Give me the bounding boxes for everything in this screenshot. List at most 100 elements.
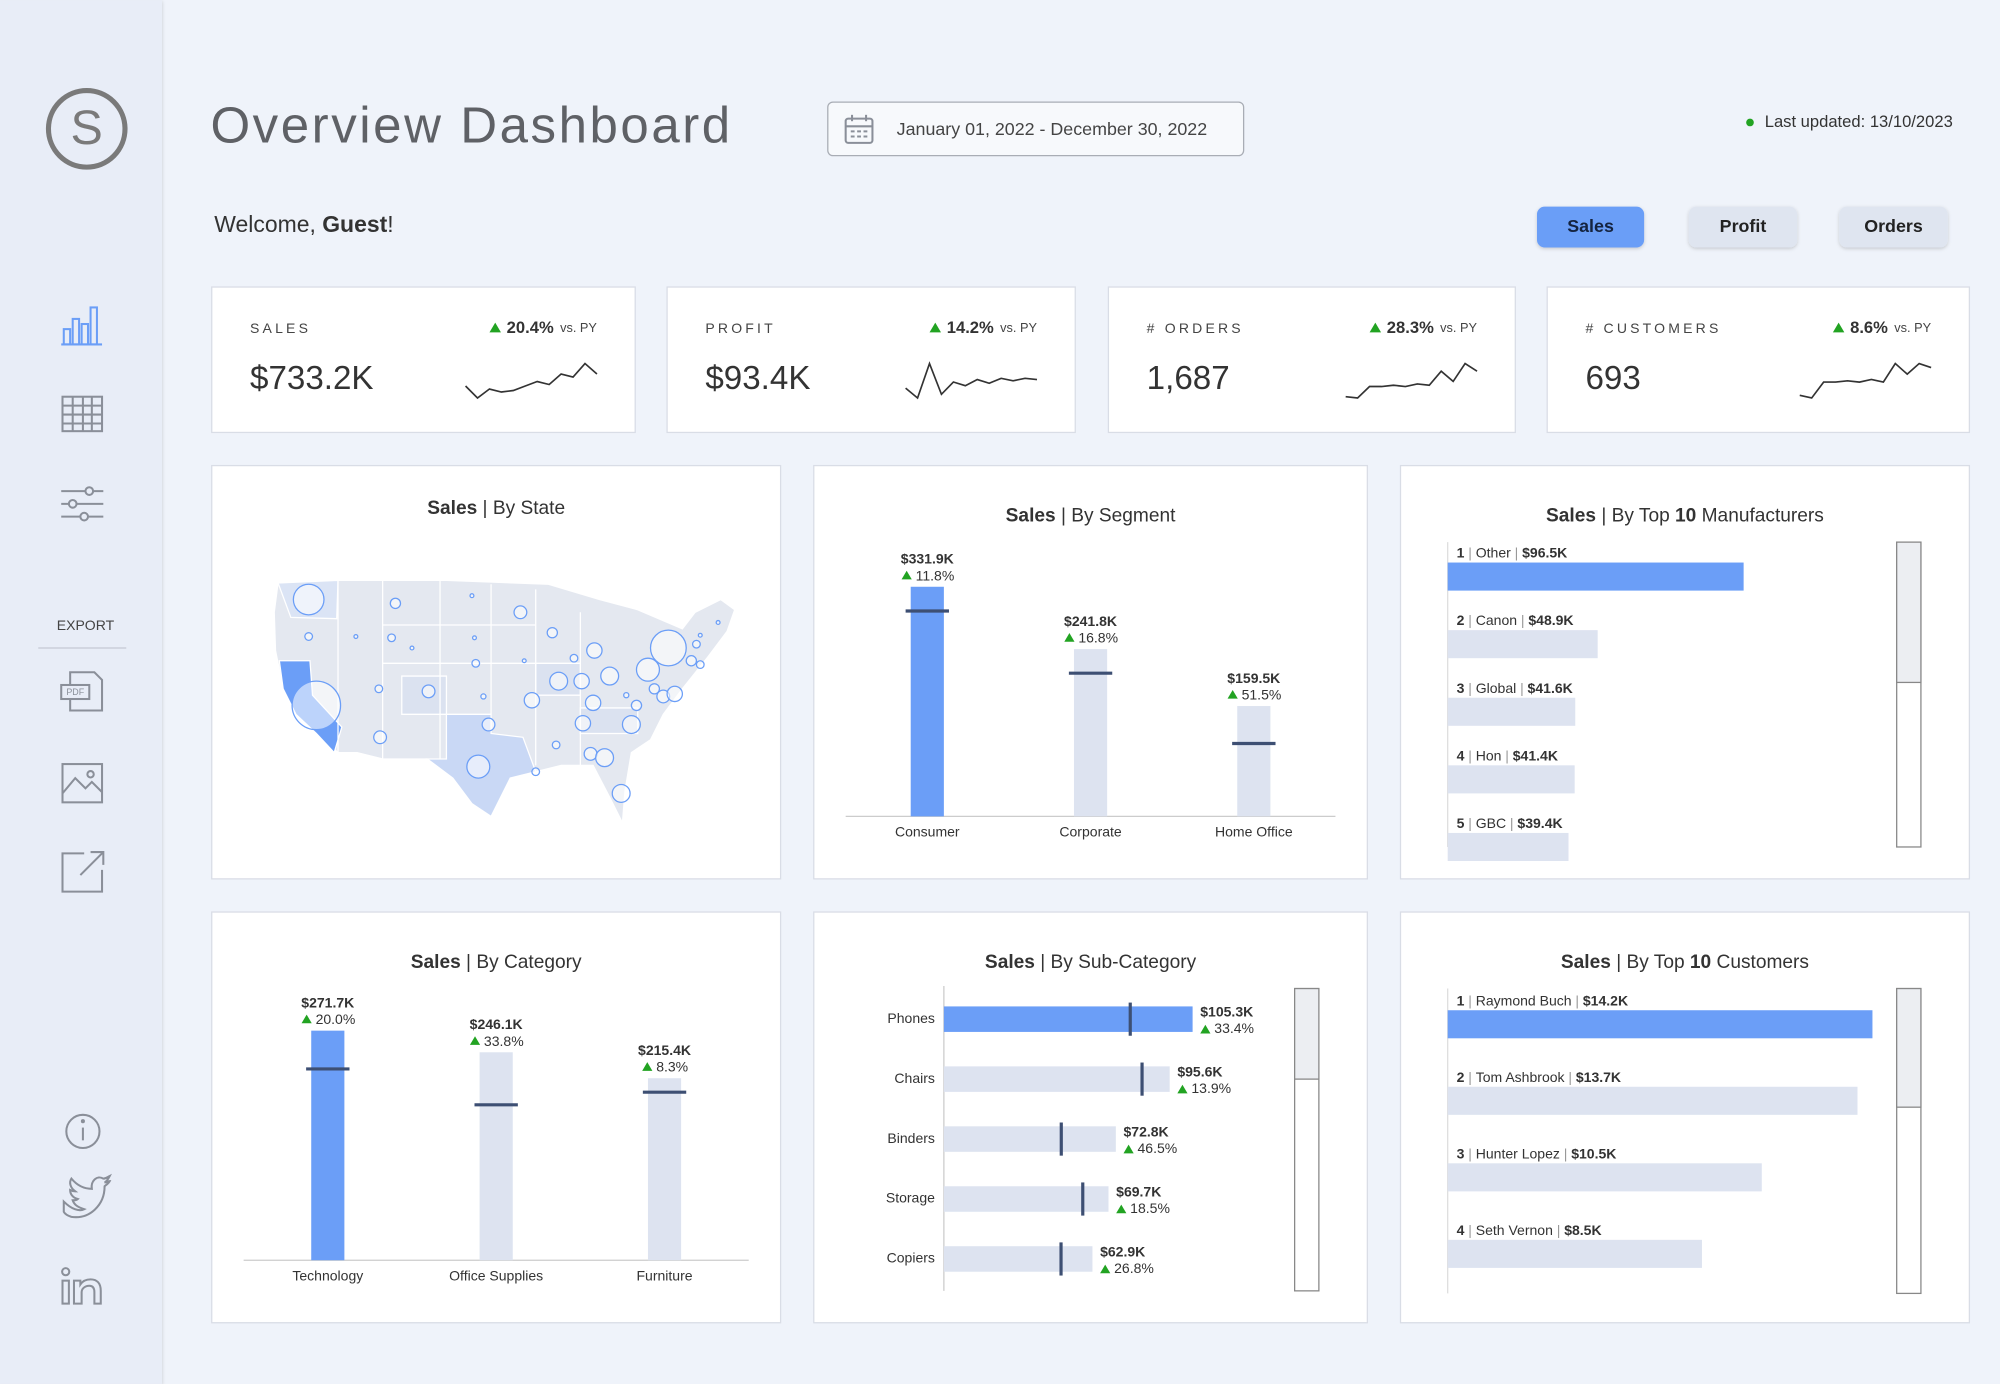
kpi-value: $733.2K (250, 360, 374, 397)
measure-button-label[interactable]: Sales (1567, 216, 1614, 236)
scrollbar-thumb[interactable] (1294, 987, 1320, 1080)
kpi-change-value: 8.6% (1850, 318, 1888, 337)
separator: | (1520, 680, 1524, 696)
rank: 1 (1457, 992, 1465, 1008)
measure-button[interactable] (1688, 206, 1798, 248)
chart-title: Sales | By Top 10 Manufacturers (1546, 506, 1824, 527)
chart-title-part: Manufacturers (1696, 506, 1824, 527)
kpi-value: 1,687 (1147, 360, 1230, 397)
separator: | (1468, 1069, 1472, 1085)
rank-label: 3 | Hunter Lopez | $10.5K (1457, 1145, 1617, 1161)
separator: | (1575, 992, 1579, 1008)
linkedin-icon[interactable] (61, 1267, 102, 1305)
measure-button-label[interactable]: Orders (1864, 216, 1923, 236)
name: Seth Vernon (1476, 1222, 1553, 1238)
up-arrow (1200, 1024, 1211, 1034)
name: Canon (1476, 612, 1517, 628)
chart-title-part: Sales (1561, 952, 1611, 973)
logo[interactable] (45, 88, 128, 170)
value-label: $62.9K (1100, 1243, 1145, 1259)
scrollbar-thumb[interactable] (1896, 987, 1922, 1108)
export-label: EXPORT (57, 617, 115, 633)
change-label: 46.5% (1138, 1140, 1178, 1156)
kpi-value: $93.4K (705, 360, 810, 397)
change-label: 16.8% (1078, 630, 1118, 646)
chart-title-part: Sales (1006, 506, 1056, 527)
nav-table-icon[interactable] (61, 395, 104, 433)
measure-button[interactable] (1839, 206, 1948, 248)
bar (943, 1246, 1093, 1272)
kpi-comparison: vs. PY (1894, 320, 1931, 335)
kpi-comparison: vs. PY (560, 320, 597, 335)
bar (1447, 1010, 1873, 1039)
separator: | (1468, 544, 1472, 560)
pdf-icon-label: PDF (66, 687, 84, 697)
value-label: $159.5K (1227, 670, 1280, 686)
separator: | (1564, 1145, 1568, 1161)
name: GBC (1476, 815, 1506, 831)
kpi-label: PROFIT (705, 320, 776, 336)
separator: | (1468, 680, 1472, 696)
user-name: Guest (322, 211, 387, 237)
up-arrow (1177, 1084, 1188, 1094)
name: Raymond Buch (1476, 992, 1572, 1008)
export-image-icon[interactable] (61, 763, 104, 804)
separator: | (1468, 1145, 1472, 1161)
bar (943, 1066, 1170, 1092)
value-label: $96.5K (1522, 544, 1567, 560)
up-arrow (1832, 322, 1845, 333)
kpi-comparison: vs. PY (1000, 320, 1037, 335)
value-label: $246.1K (470, 1016, 523, 1032)
separator: | (1557, 1222, 1561, 1238)
category-label: Storage (886, 1190, 935, 1206)
export-pdf-icon[interactable] (60, 671, 104, 712)
rank-label: 4 | Seth Vernon | $8.5K (1457, 1222, 1602, 1238)
scrollbar-thumb[interactable] (1896, 541, 1922, 684)
category-label: Corporate (1059, 824, 1122, 840)
last-updated: Last updated: 13/10/2023 (1765, 112, 1953, 131)
value-label: $39.4K (1517, 815, 1562, 831)
bar (311, 1030, 345, 1261)
rank-label: 2 | Canon | $48.9K (1457, 612, 1574, 628)
measure-button[interactable] (1536, 206, 1645, 248)
chart-title-part: 10 (1675, 506, 1696, 527)
bar (1447, 1239, 1702, 1268)
change-label: 8.3% (656, 1059, 688, 1075)
value-label: $271.7K (301, 995, 354, 1011)
twitter-icon[interactable] (62, 1173, 112, 1219)
separator: | (1510, 815, 1514, 831)
kpi-label: # CUSTOMERS (1585, 320, 1721, 336)
kpi-change-value: 14.2% (947, 318, 994, 337)
chart-panel (1399, 464, 1971, 880)
chart-title-part: Customers (1711, 952, 1809, 973)
rank-label: 5 | GBC | $39.4K (1457, 815, 1563, 831)
value-label: $331.9K (901, 551, 954, 567)
rank: 2 (1457, 612, 1465, 628)
up-arrow (929, 322, 942, 333)
nav-dashboard-icon[interactable] (61, 306, 103, 346)
date-range: January 01, 2022 - December 30, 2022 (897, 119, 1208, 139)
up-arrow (1116, 1204, 1127, 1214)
date-picker[interactable] (827, 101, 1245, 157)
up-arrow (301, 1014, 312, 1024)
separator: | (1515, 544, 1519, 560)
export-share-icon[interactable] (61, 851, 105, 893)
category-label: Chairs (894, 1070, 935, 1086)
info-icon[interactable] (65, 1113, 101, 1150)
bar (1073, 649, 1108, 817)
chart-title: Sales | By Sub-Category (985, 952, 1197, 973)
chart-title-part: Sales (411, 952, 461, 973)
rank: 4 (1457, 747, 1465, 763)
welcome: Welcome, Guest! (214, 211, 393, 237)
chart-title: Sales | By State (427, 498, 565, 519)
change-label: 20.0% (316, 1011, 356, 1027)
sparkline (1345, 362, 1478, 399)
value-label: $48.9K (1528, 612, 1573, 628)
chart-title-part: | By Category (461, 952, 582, 973)
bar (1447, 832, 1569, 862)
calendar-icon (844, 114, 874, 144)
nav-filter-icon[interactable] (61, 486, 104, 522)
measure-button-label[interactable]: Profit (1720, 216, 1767, 236)
separator: | (1468, 612, 1472, 628)
rank: 5 (1457, 815, 1465, 831)
